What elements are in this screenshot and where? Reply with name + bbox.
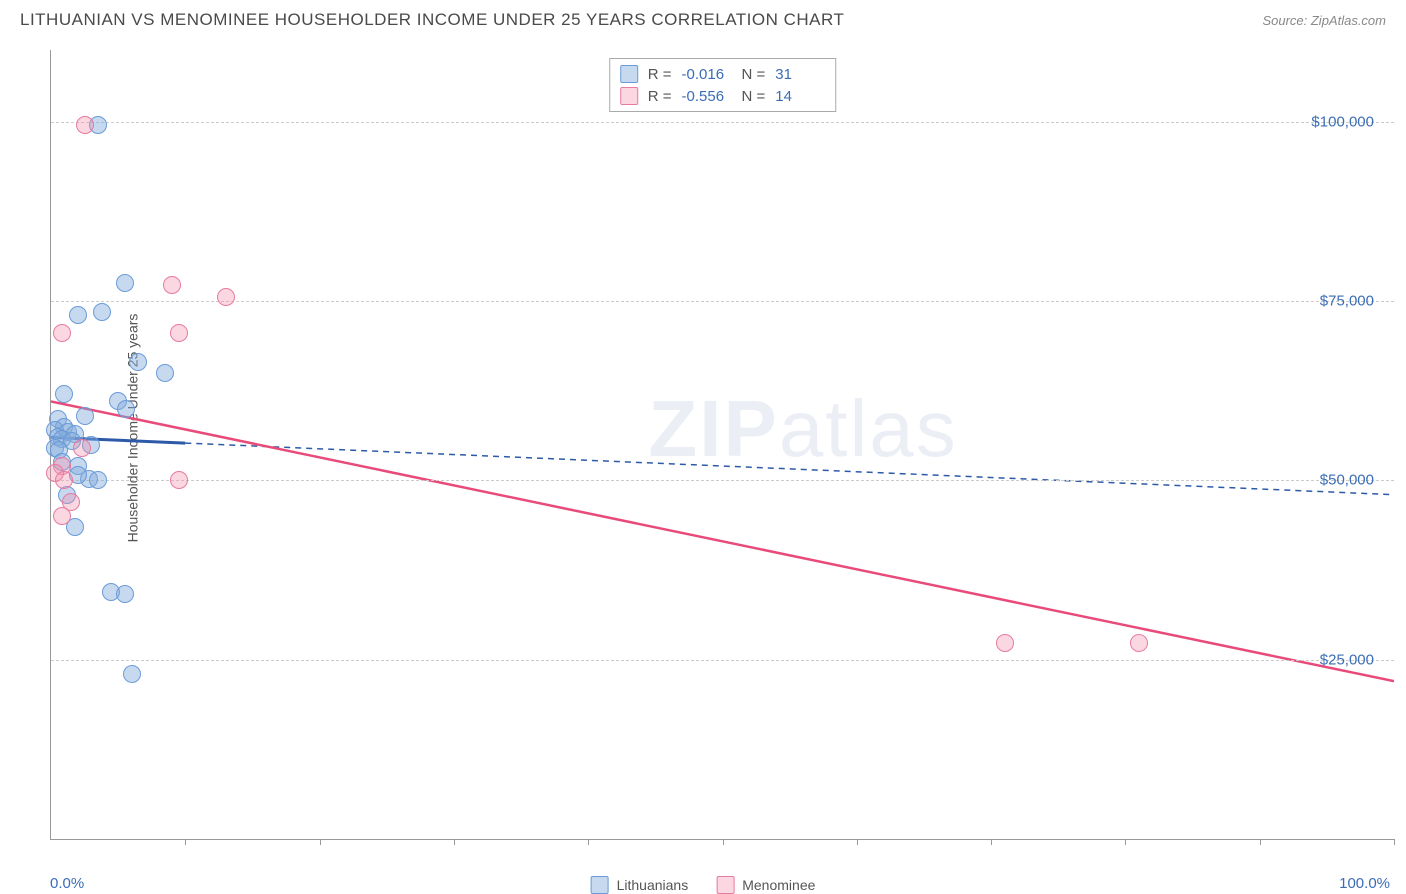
data-point [217, 288, 235, 306]
chart-plot-area: ZIPatlas R = -0.016 N = 31 R = -0.556 N … [50, 50, 1394, 840]
correlation-legend: R = -0.016 N = 31 R = -0.556 N = 14 [609, 58, 837, 112]
y-tick-label: $50,000 [1320, 472, 1374, 489]
legend-swatch [591, 876, 609, 894]
data-point [116, 585, 134, 603]
n-value: 14 [775, 88, 825, 105]
n-label: N = [742, 66, 766, 83]
trend-lines [51, 50, 1394, 839]
trend-line [51, 401, 1394, 681]
x-axis-max-label: 100.0% [1339, 875, 1390, 892]
legend-label: Menominee [742, 877, 815, 893]
watermark: ZIPatlas [648, 383, 957, 475]
source-attribution: Source: ZipAtlas.com [1262, 13, 1386, 28]
legend-item: Menominee [716, 876, 815, 894]
r-value: -0.016 [682, 66, 732, 83]
n-label: N = [742, 88, 766, 105]
series-legend: Lithuanians Menominee [591, 876, 816, 894]
r-label: R = [648, 66, 672, 83]
data-point [76, 407, 94, 425]
n-value: 31 [775, 66, 825, 83]
data-point [55, 471, 73, 489]
x-tick [991, 839, 992, 845]
gridline [51, 480, 1394, 481]
correlation-legend-row: R = -0.556 N = 14 [620, 85, 826, 107]
correlation-legend-row: R = -0.016 N = 31 [620, 63, 826, 85]
data-point [93, 303, 111, 321]
trend-line-dashed [185, 443, 1394, 495]
x-tick [1125, 839, 1126, 845]
data-point [163, 276, 181, 294]
chart-title: LITHUANIAN VS MENOMINEE HOUSEHOLDER INCO… [20, 10, 844, 30]
data-point [170, 471, 188, 489]
source-label: Source: [1262, 13, 1310, 28]
x-tick [723, 839, 724, 845]
data-point [123, 665, 141, 683]
data-point [53, 324, 71, 342]
legend-item: Lithuanians [591, 876, 689, 894]
data-point [170, 324, 188, 342]
legend-swatch [620, 87, 638, 105]
data-point [55, 385, 73, 403]
y-tick-label: $25,000 [1320, 651, 1374, 668]
data-point [89, 471, 107, 489]
gridline [51, 660, 1394, 661]
legend-label: Lithuanians [617, 877, 689, 893]
legend-swatch [716, 876, 734, 894]
data-point [129, 353, 147, 371]
x-tick [857, 839, 858, 845]
x-tick [1394, 839, 1395, 845]
legend-swatch [620, 65, 638, 83]
gridline [51, 122, 1394, 123]
x-axis-min-label: 0.0% [50, 875, 84, 892]
watermark-post: atlas [779, 384, 958, 473]
x-tick [185, 839, 186, 845]
x-tick [1260, 839, 1261, 845]
data-point [76, 116, 94, 134]
data-point [116, 274, 134, 292]
r-value: -0.556 [682, 88, 732, 105]
data-point [53, 507, 71, 525]
y-tick-label: $100,000 [1311, 113, 1374, 130]
data-point [156, 364, 174, 382]
data-point [996, 634, 1014, 652]
x-tick [454, 839, 455, 845]
y-tick-label: $75,000 [1320, 293, 1374, 310]
source-value: ZipAtlas.com [1311, 13, 1386, 28]
x-tick [588, 839, 589, 845]
watermark-pre: ZIP [648, 384, 778, 473]
x-tick [320, 839, 321, 845]
data-point [69, 306, 87, 324]
data-point [117, 400, 135, 418]
data-point [73, 439, 91, 457]
gridline [51, 301, 1394, 302]
data-point [1130, 634, 1148, 652]
r-label: R = [648, 88, 672, 105]
